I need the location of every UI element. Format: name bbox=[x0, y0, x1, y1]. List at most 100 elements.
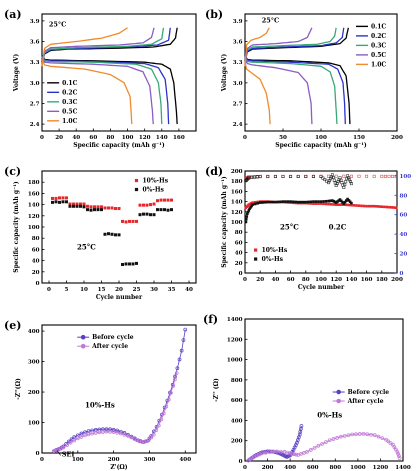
panel-f-data-point bbox=[372, 433, 377, 437]
panel-c-data-point bbox=[135, 261, 138, 265]
panel-d-capacity-point bbox=[269, 200, 272, 204]
panel-d-capacity-point bbox=[347, 199, 351, 202]
panel-b-discharge-curve bbox=[244, 55, 346, 125]
panel-d-efficiency-point bbox=[250, 176, 254, 179]
panel-a-x-tick-label: 160 bbox=[173, 135, 185, 141]
panel-b-x-tick-label: 50 bbox=[279, 135, 287, 141]
panel-e-data-point bbox=[177, 357, 182, 362]
panel-d-y-tick-label: 120 bbox=[231, 210, 243, 216]
panel-d-efficiency-point bbox=[380, 174, 384, 178]
panel-e-y-tick-label: 400 bbox=[28, 329, 40, 335]
panel-f-x-tick-label: 800 bbox=[329, 465, 341, 471]
panel-e-data-point bbox=[65, 443, 69, 447]
panel-c-data-point bbox=[124, 220, 128, 224]
panel-d-efficiency-point bbox=[247, 176, 251, 180]
panel-c-legend-label: 0%-Hs bbox=[143, 187, 165, 194]
panel-e-data-point bbox=[75, 436, 80, 441]
panel-d-capacity-point bbox=[314, 202, 318, 205]
panel-c-data-point bbox=[65, 200, 68, 204]
panel-c-data-point bbox=[65, 196, 68, 200]
panel-f-y-tick-label: 1400 bbox=[227, 317, 243, 323]
panel-e-data-point bbox=[169, 390, 173, 395]
panel-f-legend-marker bbox=[336, 398, 341, 404]
panel-d-capacity-point bbox=[317, 200, 320, 203]
panel-c-x-tick-label: 40 bbox=[185, 287, 193, 293]
panel-d-efficiency-point bbox=[332, 178, 336, 182]
panel-c-data-point bbox=[103, 206, 107, 210]
panel-d-capacity-point bbox=[279, 200, 282, 204]
panel-c-data-point bbox=[156, 199, 159, 203]
panel-d-y2-tick-label: 60 bbox=[400, 213, 408, 219]
panel-d-efficiency-point bbox=[245, 178, 248, 182]
panel-f-data-point bbox=[369, 432, 373, 437]
panel-f-data-point bbox=[316, 443, 321, 448]
panel-d-temperature-label: 25°C bbox=[280, 223, 299, 232]
panel-e-data-point bbox=[156, 423, 161, 428]
panel-f-y-tick-label: 800 bbox=[231, 378, 243, 384]
panel-d-capacity-point bbox=[266, 200, 270, 204]
panel-e-data-point bbox=[90, 431, 94, 436]
panel-b-legend-label: 1.0C bbox=[371, 61, 386, 68]
panel-e-data-point bbox=[72, 435, 77, 440]
panel-b-legend-label: 0.3C bbox=[371, 42, 386, 49]
panel-d-capacity-point bbox=[332, 203, 335, 206]
panel-c-data-point bbox=[103, 232, 107, 236]
panel-c-data-point bbox=[117, 233, 121, 237]
panel-d-efficiency-point bbox=[273, 175, 277, 179]
panel-e-data-point bbox=[104, 427, 109, 432]
panel-a-legend-label: 1.0C bbox=[62, 118, 77, 125]
panel-d-capacity-point bbox=[322, 202, 325, 206]
panel-c-data-point bbox=[58, 196, 61, 200]
panel-d-capacity-point bbox=[350, 203, 353, 207]
panel-c-data-point bbox=[51, 196, 54, 200]
panel-d-capacity-point bbox=[388, 205, 391, 209]
panel-f-data-point bbox=[290, 452, 295, 456]
panel-b-y-axis-label: Voltage (V) bbox=[221, 54, 228, 93]
panel-d-capacity-point bbox=[246, 210, 250, 214]
panel-f-data-point bbox=[380, 436, 385, 441]
panel-d-efficiency-point bbox=[258, 175, 262, 179]
panel-f-plot-frame bbox=[244, 318, 404, 462]
panel-d-capacity-point bbox=[319, 202, 323, 205]
panel-f-data-point bbox=[365, 432, 370, 437]
panel-d-efficiency-point bbox=[334, 174, 338, 178]
panel-f-x-tick-label: 600 bbox=[307, 465, 319, 471]
panel-f-data-point bbox=[335, 435, 340, 440]
panel-d-capacity-point bbox=[250, 204, 253, 208]
panel-b-y-tick-label: 3.9 bbox=[233, 19, 243, 25]
panel-b-y-tick-label: 3.6 bbox=[233, 40, 243, 46]
panel-d-capacity-point bbox=[339, 199, 343, 203]
panel-d-y-tick-label: 60 bbox=[235, 240, 243, 246]
panel-a-x-axis-label: Specific capacity (mAh g⁻¹) bbox=[73, 142, 165, 149]
panel-d-capacity-point bbox=[245, 212, 249, 216]
panel-c-data-point bbox=[121, 219, 124, 223]
panel-d-efficiency-point bbox=[323, 178, 327, 182]
panel-d-capacity-point bbox=[261, 201, 265, 204]
panel-e-data-point bbox=[173, 377, 177, 382]
panel-d-y-tick-label: 140 bbox=[231, 200, 243, 206]
panel-d-capacity-point bbox=[377, 205, 381, 208]
panel-c-data-point bbox=[61, 196, 65, 200]
panel-c-data-point bbox=[86, 208, 89, 212]
panel-f-nyquist-curve bbox=[248, 433, 400, 461]
panel-a-y-tick-label: 3.0 bbox=[30, 81, 40, 87]
panel-d-efficiency-point bbox=[342, 186, 346, 189]
panel-a-discharge-curve bbox=[41, 55, 170, 125]
panel-c-data-point bbox=[128, 219, 131, 223]
panel-d-capacity-point bbox=[370, 204, 373, 208]
panel-f-legend-label: After cycle bbox=[347, 398, 384, 405]
panel-c-legend-label: 10%-Hs bbox=[143, 178, 169, 185]
panel-e-x-tick-label: 100 bbox=[72, 457, 84, 463]
panel-d-y2-tick-label: 80 bbox=[400, 193, 408, 199]
panel-d-efficiency-point bbox=[391, 174, 395, 178]
panel-d-efficiency-point bbox=[383, 174, 387, 178]
panel-a-y-tick-label: 3.9 bbox=[30, 19, 40, 25]
panel-f-x-tick-label: 400 bbox=[284, 465, 296, 471]
panel-d-capacity-point bbox=[276, 200, 280, 204]
panel-b-discharge-curve bbox=[244, 57, 313, 125]
panel-a-y-axis-label: Voltage (V) bbox=[13, 54, 20, 93]
panel-c-panel-label: (c) bbox=[4, 165, 21, 178]
panel-e-data-point bbox=[79, 434, 84, 439]
panel-d-efficiency-point bbox=[337, 178, 341, 182]
